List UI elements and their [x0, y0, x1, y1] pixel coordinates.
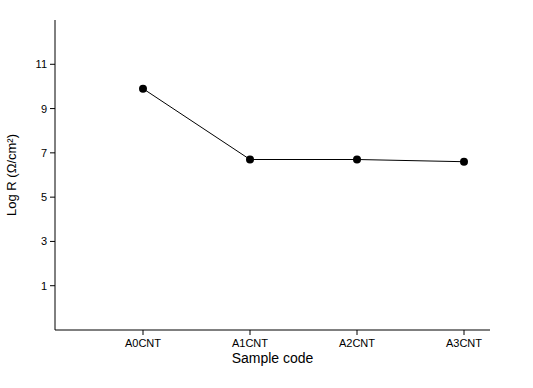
data-point — [139, 85, 147, 93]
x-tick-label: A2CNT — [339, 337, 375, 349]
chart: 1 3 5 7 9 11 A0CNT A1CNT A2CNT A3CNT Sample code Lo… — [0, 0, 533, 388]
y-tick — [50, 108, 55, 109]
x-tick — [250, 330, 251, 335]
y-tick-label: 5 — [41, 191, 47, 203]
x-tick — [143, 330, 144, 335]
y-tick — [50, 285, 55, 286]
x-tick — [357, 330, 358, 335]
y-axis-label: Log R (Ω/cm²) — [4, 134, 19, 216]
y-tick-label: 3 — [41, 235, 47, 247]
data-point — [460, 158, 468, 166]
data-point — [246, 156, 254, 164]
y-tick — [50, 197, 55, 198]
plot-group — [139, 85, 468, 166]
y-tick-label: 7 — [41, 147, 47, 159]
y-tick — [50, 152, 55, 153]
y-tick-label: 1 — [41, 280, 47, 292]
x-axis-line — [55, 330, 490, 331]
y-tick — [50, 64, 55, 65]
x-tick — [464, 330, 465, 335]
x-tick-label: A0CNT — [125, 337, 161, 349]
x-tick-label: A3CNT — [446, 337, 482, 349]
x-tick-label: A1CNT — [232, 337, 268, 349]
y-tick-label: 9 — [41, 103, 47, 115]
y-tick — [50, 241, 55, 242]
x-axis-label: Sample code — [232, 350, 314, 366]
data-line — [143, 89, 464, 162]
y-tick-label: 11 — [36, 58, 47, 70]
y-axis-line — [55, 20, 56, 330]
data-point — [353, 156, 361, 164]
